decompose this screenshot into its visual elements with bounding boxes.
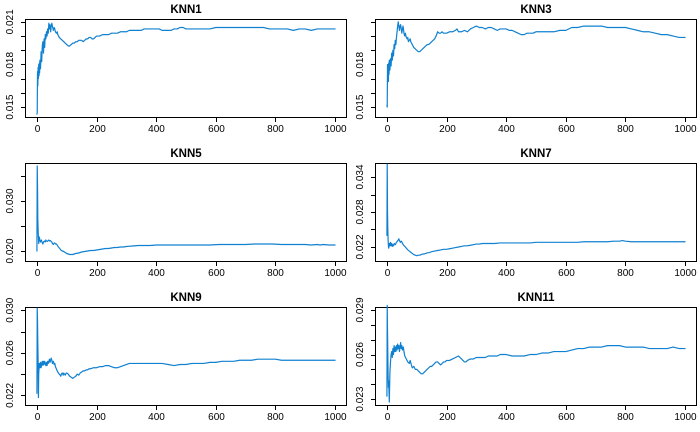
- y-tick-label: 0.034: [355, 164, 366, 189]
- plot-svg: KNN5 0.020 0.030 0 200 400 600 800 1000: [5, 148, 347, 279]
- x-tick-label: 0: [35, 124, 41, 135]
- x-tick-label: 400: [148, 268, 165, 279]
- y-tick-label: 0.026: [5, 340, 16, 365]
- plot-frame: [375, 19, 697, 118]
- x-tick-label: 0: [385, 412, 391, 423]
- panel-title: KNN1: [170, 4, 202, 16]
- x-tick-label: 600: [558, 268, 575, 279]
- panel-title: KNN7: [520, 148, 551, 160]
- x-tick-label: 800: [267, 268, 284, 279]
- series-line-knn1: [36, 22, 336, 115]
- x-tick-label: 1000: [674, 124, 697, 135]
- x-tick-label: 600: [558, 124, 575, 135]
- x-tick-label: 0: [385, 268, 391, 279]
- x-tick-label: 400: [498, 124, 515, 135]
- x-tick-label: 200: [89, 268, 106, 279]
- x-tick-label: 600: [208, 412, 225, 423]
- x-tick-label: 600: [208, 124, 225, 135]
- y-tick-label: 0.028: [355, 199, 366, 224]
- y-tick-label: 0.030: [5, 188, 16, 213]
- x-tick-label: 800: [617, 124, 634, 135]
- x-tick-label: 800: [617, 268, 634, 279]
- x-tick-label: 400: [498, 268, 515, 279]
- series-line-knn7: [386, 163, 686, 257]
- y-tick-label: 0.030: [5, 297, 16, 322]
- y-tick-label: 0.022: [5, 382, 16, 407]
- plot-svg: KNN3 0.015 0.018 0 200 400 600 800 1000: [355, 4, 697, 135]
- x-tick-label: 0: [385, 124, 391, 135]
- x-tick-label: 600: [558, 412, 575, 423]
- panel-knn3: KNN3 0.015 0.018 0 200 400 600 800 1000: [350, 0, 700, 144]
- series-line-knn5: [36, 165, 336, 256]
- plot-frame: [375, 163, 697, 262]
- x-tick-label: 1000: [674, 268, 697, 279]
- panel-knn7: KNN7 0.022 0.028 0.034 0 200 400 600 800 1000: [350, 144, 700, 288]
- plot-frame: [25, 163, 347, 262]
- x-tick-label: 800: [617, 412, 634, 423]
- y-tick-label: 0.020: [5, 238, 16, 263]
- y-tick-label: 0.022: [355, 234, 366, 259]
- y-tick-label: 0.015: [355, 94, 366, 119]
- x-tick-label: 0: [35, 412, 41, 423]
- x-tick-label: 800: [267, 412, 284, 423]
- x-tick-label: 1000: [324, 412, 347, 423]
- panel-title: KNN11: [517, 292, 555, 304]
- x-tick-label: 400: [498, 412, 515, 423]
- y-tick-label: 0.018: [5, 52, 16, 77]
- plot-frame: [25, 307, 347, 406]
- x-tick-label: 200: [89, 124, 106, 135]
- x-tick-label: 800: [267, 124, 284, 135]
- plot-svg: KNN1 0.015 0.018 0.021 0 200 400 600 800 1000: [5, 4, 347, 135]
- x-tick-label: 200: [89, 412, 106, 423]
- plot-frame: [375, 307, 697, 406]
- y-tick-label: 0.021: [5, 9, 16, 34]
- panel-title: KNN9: [170, 292, 201, 304]
- x-tick-label: 0: [35, 268, 41, 279]
- x-tick-label: 400: [148, 412, 165, 423]
- x-tick-label: 400: [148, 124, 165, 135]
- plot-svg: KNN7 0.022 0.028 0.034 0 200 400 600 800 1000: [355, 148, 697, 279]
- plot-svg: KNN11 0.023 0.026 0.029 0 200 400 600 800 1000: [355, 292, 697, 423]
- x-tick-label: 1000: [674, 412, 697, 423]
- panel-title: KNN3: [520, 4, 551, 16]
- x-tick-label: 1000: [324, 124, 347, 135]
- x-tick-label: 200: [439, 412, 456, 423]
- y-tick-label: 0.026: [355, 342, 366, 367]
- series-line-knn9: [36, 307, 336, 399]
- y-tick-label: 0.023: [355, 386, 366, 411]
- y-tick-label: 0.018: [355, 52, 366, 77]
- series-line-knn3: [386, 21, 686, 108]
- plot-frame: [25, 19, 347, 118]
- plot-svg: KNN9 0.022 0.026 0.030 0 200 400 600 800 1000: [5, 292, 347, 423]
- series-line-knn11: [386, 304, 686, 403]
- x-tick-label: 1000: [324, 268, 347, 279]
- panel-knn5: KNN5 0.020 0.030 0 200 400 600 800 1000: [0, 144, 350, 288]
- panel-knn9: KNN9 0.022 0.026 0.030 0 200 400 600 800 1000: [0, 288, 350, 432]
- y-tick-label: 0.029: [355, 297, 366, 322]
- x-tick-label: 200: [439, 124, 456, 135]
- panel-knn1: KNN1 0.015 0.018 0.021 0 200 400 600 800 1000: [0, 0, 350, 144]
- x-tick-label: 600: [208, 268, 225, 279]
- y-tick-label: 0.015: [5, 94, 16, 119]
- panel-knn11: KNN11 0.023 0.026 0.029 0 200 400 600 800 1000: [350, 288, 700, 432]
- x-tick-label: 200: [439, 268, 456, 279]
- panel-title: KNN5: [170, 148, 202, 160]
